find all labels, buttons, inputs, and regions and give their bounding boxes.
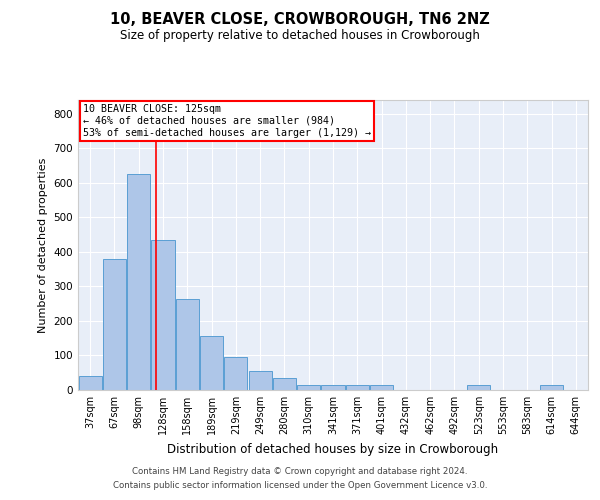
Bar <box>297 385 320 390</box>
Bar <box>103 259 126 390</box>
Text: 10, BEAVER CLOSE, CROWBOROUGH, TN6 2NZ: 10, BEAVER CLOSE, CROWBOROUGH, TN6 2NZ <box>110 12 490 28</box>
Bar <box>200 336 223 390</box>
Bar <box>322 385 344 390</box>
Bar <box>346 385 369 390</box>
Text: Contains HM Land Registry data © Crown copyright and database right 2024.: Contains HM Land Registry data © Crown c… <box>132 467 468 476</box>
Bar <box>224 357 247 390</box>
Text: Contains public sector information licensed under the Open Government Licence v3: Contains public sector information licen… <box>113 481 487 490</box>
Bar <box>176 298 199 390</box>
Bar <box>248 371 272 390</box>
X-axis label: Distribution of detached houses by size in Crowborough: Distribution of detached houses by size … <box>167 442 499 456</box>
Bar <box>151 240 175 390</box>
Bar <box>467 385 490 390</box>
Text: 10 BEAVER CLOSE: 125sqm
← 46% of detached houses are smaller (984)
53% of semi-d: 10 BEAVER CLOSE: 125sqm ← 46% of detache… <box>83 104 371 138</box>
Text: Size of property relative to detached houses in Crowborough: Size of property relative to detached ho… <box>120 29 480 42</box>
Bar <box>370 385 393 390</box>
Bar <box>127 174 150 390</box>
Bar <box>79 376 101 390</box>
Bar <box>540 385 563 390</box>
Y-axis label: Number of detached properties: Number of detached properties <box>38 158 48 332</box>
Bar <box>273 378 296 390</box>
